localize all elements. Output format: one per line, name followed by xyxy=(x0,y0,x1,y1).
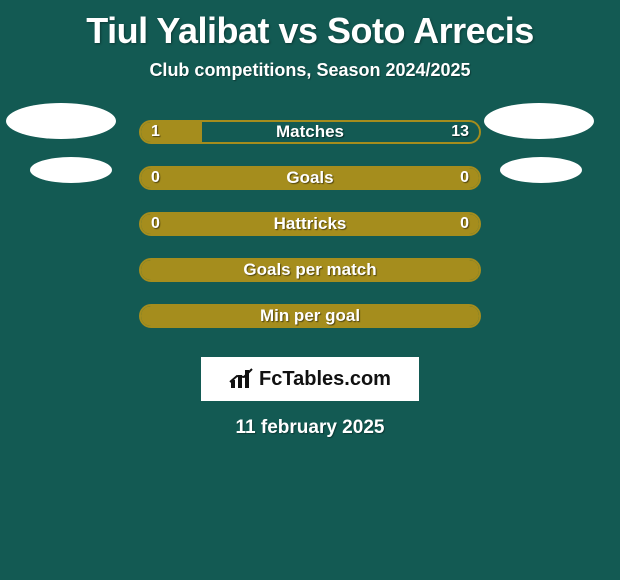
logo-box: FcTables.com xyxy=(201,357,419,401)
stat-row-goals-per-match: Goals per match xyxy=(0,247,620,293)
stat-row-goals: 0 Goals 0 xyxy=(0,155,620,201)
stat-row-min-per-goal: Min per goal xyxy=(0,293,620,339)
stat-bar: 0 Goals 0 xyxy=(139,166,481,190)
stat-label: Goals per match xyxy=(141,260,479,280)
date-label: 11 february 2025 xyxy=(0,417,620,439)
stat-label: Goals xyxy=(141,168,479,188)
stat-bar: Goals per match xyxy=(139,258,481,282)
stat-bar: 1 Matches 13 xyxy=(139,120,481,144)
stat-bar: Min per goal xyxy=(139,304,481,328)
stat-row-matches: 1 Matches 13 xyxy=(0,109,620,155)
stat-label: Min per goal xyxy=(141,306,479,326)
page-subtitle: Club competitions, Season 2024/2025 xyxy=(0,60,620,81)
stat-value-right: 13 xyxy=(441,122,479,142)
stat-row-hattricks: 0 Hattricks 0 xyxy=(0,201,620,247)
page-title: Tiul Yalibat vs Soto Arrecis xyxy=(0,0,620,52)
stat-label: Hattricks xyxy=(141,214,479,234)
stat-bar: 0 Hattricks 0 xyxy=(139,212,481,236)
logo-chart-icon xyxy=(229,368,255,390)
stat-value-right: 0 xyxy=(450,214,479,234)
stats-stage: 1 Matches 13 0 Goals 0 0 Hattricks 0 Goa… xyxy=(0,109,620,339)
stat-label: Matches xyxy=(141,122,479,142)
logo-text: FcTables.com xyxy=(259,368,391,391)
stat-value-right: 0 xyxy=(450,168,479,188)
